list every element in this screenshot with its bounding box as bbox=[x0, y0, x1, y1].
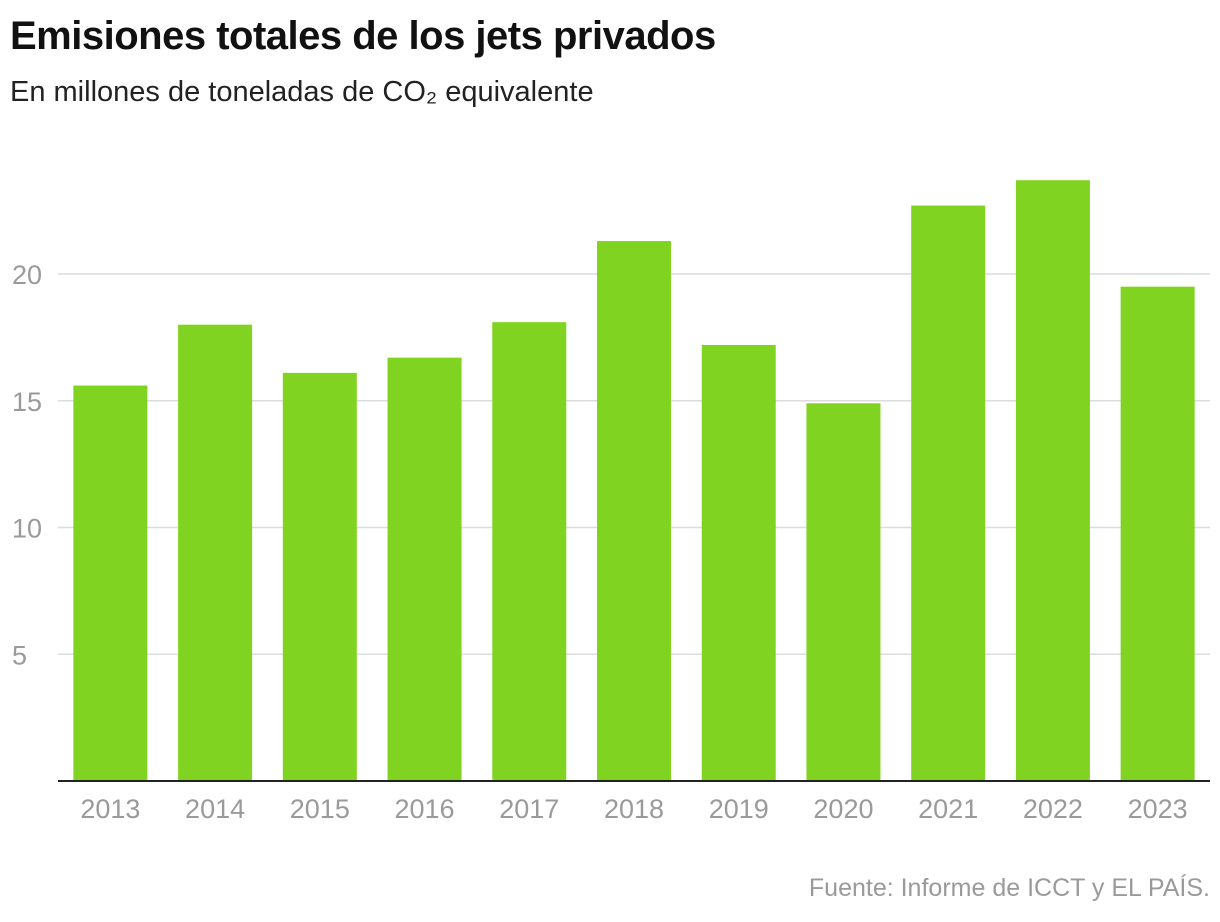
x-tick-label: 2015 bbox=[290, 794, 350, 824]
bar-2019 bbox=[701, 344, 776, 781]
x-tick-label: 2016 bbox=[395, 794, 455, 824]
bar-2013 bbox=[73, 385, 148, 781]
x-tick-label: 2022 bbox=[1023, 794, 1083, 824]
x-tick-label: 2021 bbox=[918, 794, 978, 824]
chart-title: Emisiones totales de los jets privados bbox=[10, 14, 716, 58]
x-tick-label: 2023 bbox=[1128, 794, 1188, 824]
source-note: Fuente: Informe de ICCT y EL PAÍS. bbox=[808, 874, 1210, 902]
y-tick-label: 15 bbox=[12, 387, 42, 417]
x-tick-label: 2020 bbox=[813, 794, 873, 824]
chart-subtitle: En millones de toneladas de CO₂ equivale… bbox=[10, 76, 594, 108]
x-tick-label: 2017 bbox=[499, 794, 559, 824]
y-tick-label: 20 bbox=[12, 260, 42, 290]
x-tick-label: 2019 bbox=[709, 794, 769, 824]
x-tick-label: 2013 bbox=[80, 794, 140, 824]
bar-2018 bbox=[597, 241, 671, 782]
bar-2020 bbox=[806, 403, 881, 781]
bar-2022 bbox=[1015, 180, 1090, 781]
y-tick-label: 5 bbox=[12, 640, 27, 670]
x-tick-label: 2014 bbox=[185, 794, 245, 824]
y-tick-label: 10 bbox=[12, 514, 42, 544]
x-tick-label: 2018 bbox=[604, 794, 664, 824]
bar-2016 bbox=[387, 357, 462, 781]
bar-2021 bbox=[911, 205, 986, 781]
bar-2023 bbox=[1120, 286, 1195, 781]
bar-2014 bbox=[178, 324, 253, 781]
bar-2017 bbox=[492, 322, 567, 781]
bar-2015 bbox=[282, 372, 357, 781]
